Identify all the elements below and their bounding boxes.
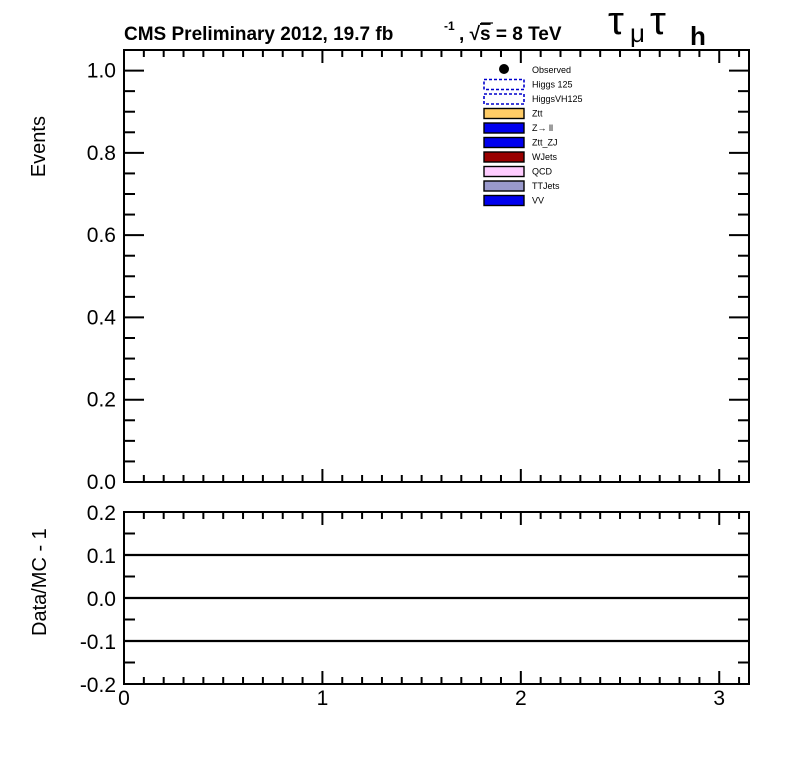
legend-label: Ztt	[532, 109, 543, 119]
upper-y-axis-label: Events	[28, 116, 50, 177]
legend-swatch	[483, 136, 525, 149]
legend-label: WJets	[532, 152, 558, 162]
channel-tau-2: τ	[650, 0, 666, 43]
x-tick-label: 3	[713, 687, 725, 710]
experiment-label: CMS Preliminary 2012, 19.7 fb	[124, 24, 393, 45]
y-tick-label: 0.8	[87, 142, 116, 165]
y-tick-label: 0.0	[87, 471, 116, 494]
y-tick-label: 1.0	[87, 60, 116, 83]
y-tick-label: 0.0	[87, 588, 116, 611]
y-tick-label: -0.2	[80, 674, 116, 697]
channel-label: τ	[608, 0, 624, 43]
upper-panel: 0.0 0.2 0.4 0.6 0.8 1.0 Events Observed Higgs …	[28, 49, 750, 494]
upper-x-ticks	[123, 50, 741, 482]
legend-label: Observed	[532, 65, 571, 75]
y-tick-label: 0.1	[87, 545, 116, 568]
energy-text: = 8 TeV	[491, 24, 562, 45]
lower-panel: 0.2 0.1 0.0 -0.1 -0.2 0 1 2 3 Data/MC - 1	[29, 502, 750, 710]
ratio-reference-lines	[124, 553, 749, 643]
legend: Observed Higgs 125 HiggsVH125 Ztt Z→ ll Ztt_Z…	[483, 64, 583, 207]
channel-h: h	[690, 21, 706, 51]
channel-mu: μ	[630, 18, 645, 48]
legend-label: Higgs 125	[532, 80, 573, 90]
legend-label: VV	[532, 196, 544, 206]
legend-label: Z→ ll	[532, 123, 553, 133]
lower-y-ticks: 0.2 0.1 0.0 -0.1 -0.2	[80, 502, 749, 697]
x-tick-label: 1	[317, 687, 329, 710]
energy-label: , √s = 8 TeV	[459, 24, 562, 45]
lumi-exponent: -1	[444, 19, 455, 33]
channel-tau-1: τ	[608, 0, 624, 43]
upper-frame	[123, 49, 750, 483]
legend-swatch	[483, 180, 525, 192]
legend-swatch	[483, 78, 525, 91]
upper-y-ticks: 0.0 0.2 0.4 0.6 0.8 1.0	[87, 49, 749, 494]
legend-swatch	[483, 107, 525, 120]
legend-swatch	[483, 194, 525, 207]
legend-observed-marker	[499, 64, 509, 74]
experiment-text: CMS Preliminary 2012, 19.7 fb	[124, 24, 393, 45]
energy-sep: ,	[459, 24, 470, 45]
legend-label: Ztt_ZJ	[532, 138, 558, 148]
y-tick-label: 0.4	[87, 306, 117, 329]
legend-label: TTJets	[532, 181, 560, 191]
legend-swatch	[483, 165, 525, 178]
legend-label: QCD	[532, 167, 553, 177]
y-tick-label: -0.1	[80, 631, 116, 654]
sqrt-symbol: √	[470, 24, 481, 45]
y-tick-label: 0.2	[87, 389, 116, 412]
legend-label: HiggsVH125	[532, 94, 583, 104]
lower-x-ticks: 0 1 2 3	[118, 512, 741, 710]
y-tick-label: 0.2	[87, 502, 116, 525]
x-tick-label: 2	[515, 687, 527, 710]
legend-swatch	[483, 122, 525, 134]
x-tick-label: 0	[118, 687, 130, 710]
legend-swatch	[483, 151, 525, 163]
legend-swatch	[483, 93, 525, 105]
y-tick-label: 0.6	[87, 224, 116, 247]
lower-y-axis-label: Data/MC - 1	[29, 528, 51, 636]
energy-var: s	[480, 24, 491, 45]
